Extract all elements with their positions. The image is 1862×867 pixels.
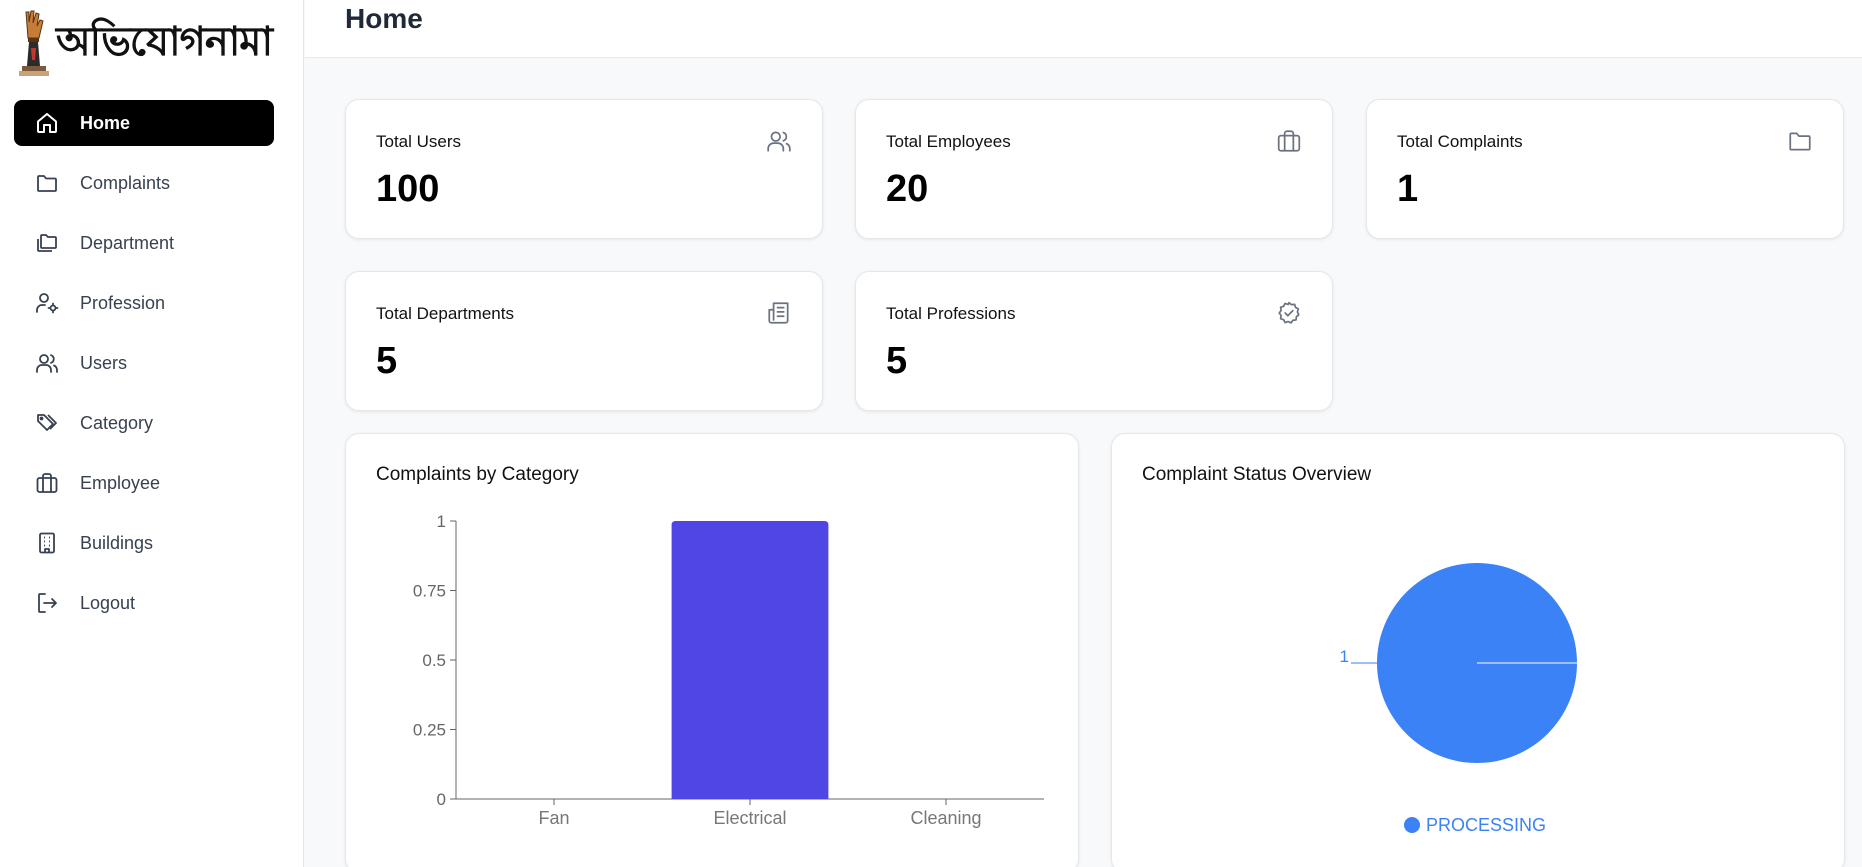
sidebar: অভিযোগনামা Home Complaints Department Pr… [0, 0, 304, 867]
logout-icon [34, 590, 60, 616]
sidebar-nav: Home Complaints Department Profession Us… [14, 100, 274, 640]
y-tick-label: 0.25 [413, 721, 446, 740]
sidebar-item-category[interactable]: Category [14, 400, 274, 446]
tags-icon [34, 410, 60, 436]
sidebar-item-label: Complaints [80, 172, 171, 193]
stat-card-professions: Total Professions 5 [855, 271, 1333, 411]
users-icon [766, 128, 792, 154]
stat-label: Total Users [376, 132, 462, 151]
briefcase-icon [1276, 128, 1302, 154]
x-tick-label: Electrical [713, 808, 786, 828]
badge-check-icon [1276, 300, 1302, 326]
folder-icon [1787, 128, 1813, 154]
top-header: Home [305, 0, 1862, 58]
chart-title: Complaints by Category [376, 464, 579, 485]
y-tick-label: 0 [437, 790, 446, 809]
sidebar-item-label: Employee [80, 472, 161, 493]
users-icon [34, 350, 60, 376]
stat-value: 20 [886, 168, 929, 210]
sidebar-item-label: Logout [80, 592, 136, 613]
sidebar-item-employee[interactable]: Employee [14, 460, 274, 506]
pie-chart: 1 PROCESSING [1340, 563, 1577, 835]
sidebar-item-label: Department [80, 232, 175, 253]
stat-card-departments: Total Departments 5 [345, 271, 823, 411]
stat-value: 100 [376, 168, 440, 210]
newspaper-icon [766, 300, 792, 326]
stat-label: Total Complaints [1397, 132, 1523, 151]
bar-electrical[interactable] [671, 521, 829, 799]
sidebar-item-logout[interactable]: Logout [14, 580, 274, 626]
stat-value: 1 [1397, 168, 1419, 210]
briefcase-icon [34, 470, 60, 496]
folders-icon [34, 230, 60, 256]
user-cog-icon [34, 290, 60, 316]
x-tick-label: Cleaning [910, 808, 981, 828]
building-icon [34, 530, 60, 556]
stat-label: Total Professions [886, 304, 1016, 323]
complaint-status-panel: Complaint Status Overview 1 PROCESSING [1111, 433, 1845, 867]
stat-card-complaints: Total Complaints 1 [1366, 99, 1844, 239]
sidebar-item-profession[interactable]: Profession [14, 280, 274, 326]
sidebar-item-label: Profession [80, 292, 166, 313]
sidebar-item-home[interactable]: Home [14, 100, 274, 146]
stat-label: Total Employees [886, 132, 1011, 151]
complaints-by-category-panel: Complaints by Category 0 0.25 0.5 0.75 1 Fan E… [345, 433, 1079, 867]
sidebar-item-label: Users [80, 352, 128, 373]
stat-value: 5 [886, 340, 908, 382]
raised-hand-logo-icon [19, 10, 49, 76]
sidebar-item-label: Buildings [80, 532, 154, 553]
stat-label: Total Departments [376, 304, 514, 323]
brand-logo-text: অভিযোগনামা [56, 17, 273, 65]
sidebar-item-label: Home [80, 112, 131, 133]
sidebar-item-users[interactable]: Users [14, 340, 274, 386]
pie-value-label: 1 [1340, 647, 1349, 666]
sidebar-item-buildings[interactable]: Buildings [14, 520, 274, 566]
legend-label: PROCESSING [1426, 815, 1546, 835]
stat-value: 5 [376, 340, 398, 382]
stat-card-employees: Total Employees 20 [855, 99, 1333, 239]
bar-chart: 0 0.25 0.5 0.75 1 Fan Electrical Cleaning [413, 512, 1044, 828]
stat-card-users: Total Users 100 [345, 99, 823, 239]
legend-swatch [1404, 817, 1420, 833]
sidebar-item-department[interactable]: Department [14, 220, 274, 266]
y-tick-label: 1 [437, 512, 446, 531]
x-tick-label: Fan [538, 808, 569, 828]
sidebar-item-complaints[interactable]: Complaints [14, 160, 274, 206]
sidebar-item-label: Category [80, 412, 154, 433]
chart-title: Complaint Status Overview [1142, 464, 1372, 485]
y-tick-label: 0.75 [413, 582, 446, 601]
brand-logo[interactable]: অভিযোগনামা [16, 6, 276, 80]
folder-icon [34, 170, 60, 196]
page-title: Home [345, 3, 423, 34]
home-icon [34, 110, 60, 136]
y-tick-label: 0.5 [422, 651, 446, 670]
